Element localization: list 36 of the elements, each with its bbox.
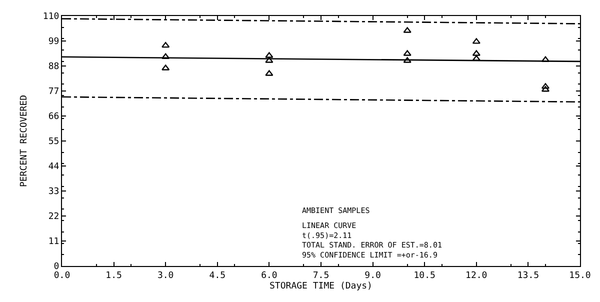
y-tick-label: 0	[54, 262, 60, 272]
point	[403, 57, 412, 63]
x-tick-label: 1.5	[106, 270, 122, 281]
x-tick-label: 13.5	[517, 270, 540, 281]
x-tick-label: 12.0	[466, 270, 488, 281]
point	[472, 38, 480, 44]
x-tick-label: 6.0	[261, 270, 278, 281]
y-tick-label: 66	[48, 112, 60, 122]
x-axis-title: STORAGE TIME (Days)	[270, 282, 372, 292]
point	[265, 57, 274, 63]
point	[162, 64, 170, 70]
y-tick-label: 44	[48, 162, 60, 172]
point	[403, 50, 412, 56]
point	[265, 52, 274, 58]
y-tick-label: 11	[48, 237, 60, 248]
y-tick-label: 77	[48, 87, 60, 98]
y-tick-label: 99	[48, 37, 60, 48]
x-tick-label: 4.5	[209, 270, 226, 281]
x-tick-label: 0.0	[54, 270, 70, 281]
point	[472, 50, 480, 56]
y-tick-label: 22	[48, 212, 60, 222]
y-tick-label: 88	[48, 62, 60, 72]
x-tick-label: 9.0	[364, 270, 381, 281]
point	[403, 27, 412, 33]
y-axis-title: PERCENT RECOVERED	[19, 94, 30, 188]
y-tick-label: 33	[48, 187, 60, 198]
x-tick-label: 15.0	[569, 270, 591, 281]
y-tick-label: 110	[42, 12, 60, 22]
x-tick-label: 7.5	[312, 270, 330, 281]
y-tick-label: 55	[48, 137, 60, 148]
point	[162, 53, 170, 60]
x-tick-label: 3.0	[157, 270, 174, 281]
point	[265, 70, 274, 76]
point	[472, 55, 480, 61]
point	[162, 42, 170, 48]
x-tick-label: 10.5	[414, 270, 436, 281]
